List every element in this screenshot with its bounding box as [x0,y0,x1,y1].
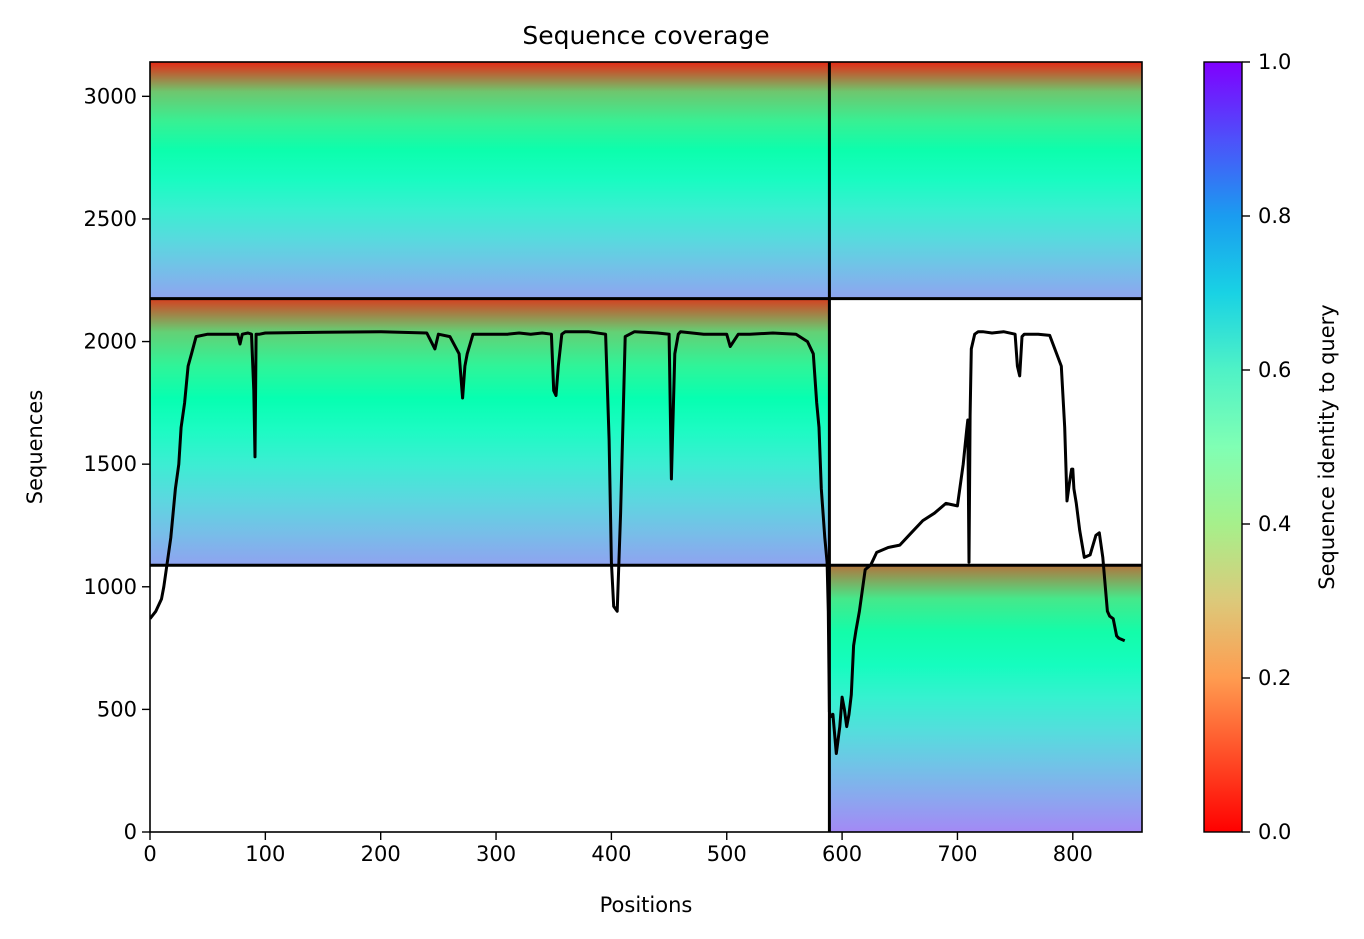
y-tick-label: 1500 [84,452,137,476]
x-tick-label: 0 [143,842,156,866]
y-tick-label: 2000 [84,330,137,354]
colorbar-tick-label: 0.0 [1258,820,1291,844]
plot-frame [149,61,1143,833]
colorbar-tick-label: 1.0 [1258,50,1291,74]
colorbar [1203,61,1243,833]
heatmap-block [829,565,1142,832]
chart-title: Sequence coverage [522,21,769,50]
y-tick-label: 1000 [84,575,137,599]
y-tick-label: 2500 [84,207,137,231]
colorbar-tick-label: 0.6 [1258,358,1291,382]
colorbar-tick-label: 0.4 [1258,512,1291,536]
x-tick-label: 300 [476,842,516,866]
colorbar-axis: 0.0 0.2 0.4 0.6 0.8 1.0 [1242,50,1291,844]
x-tick-label: 500 [707,842,747,866]
coverage-line [150,330,1126,755]
msa-heatmap [150,62,1142,832]
x-tick-label: 400 [591,842,631,866]
colorbar-tick-label: 0.2 [1258,666,1291,690]
y-axis-label: Sequences [23,390,47,505]
x-tick-label: 700 [937,842,977,866]
heatmap-block [829,62,1142,299]
colorbar-label: Sequence identity to query [1315,304,1339,589]
x-axis: 0 100 200 300 400 500 600 700 800 [143,832,1093,866]
y-tick-label: 3000 [84,84,137,108]
x-tick-label: 200 [361,842,401,866]
x-tick-label: 100 [245,842,285,866]
heatmap-block [150,298,830,566]
coverage-line-layer [150,330,1126,755]
y-tick-label: 0 [124,820,137,844]
y-axis: 0 500 1000 1500 2000 2500 3000 [84,84,150,844]
heatmap-block [150,62,830,299]
x-tick-label: 800 [1053,842,1093,866]
x-tick-label: 600 [822,842,862,866]
colorbar-tick-label: 0.8 [1258,204,1291,228]
x-axis-label: Positions [600,893,693,917]
y-tick-label: 500 [97,697,137,721]
